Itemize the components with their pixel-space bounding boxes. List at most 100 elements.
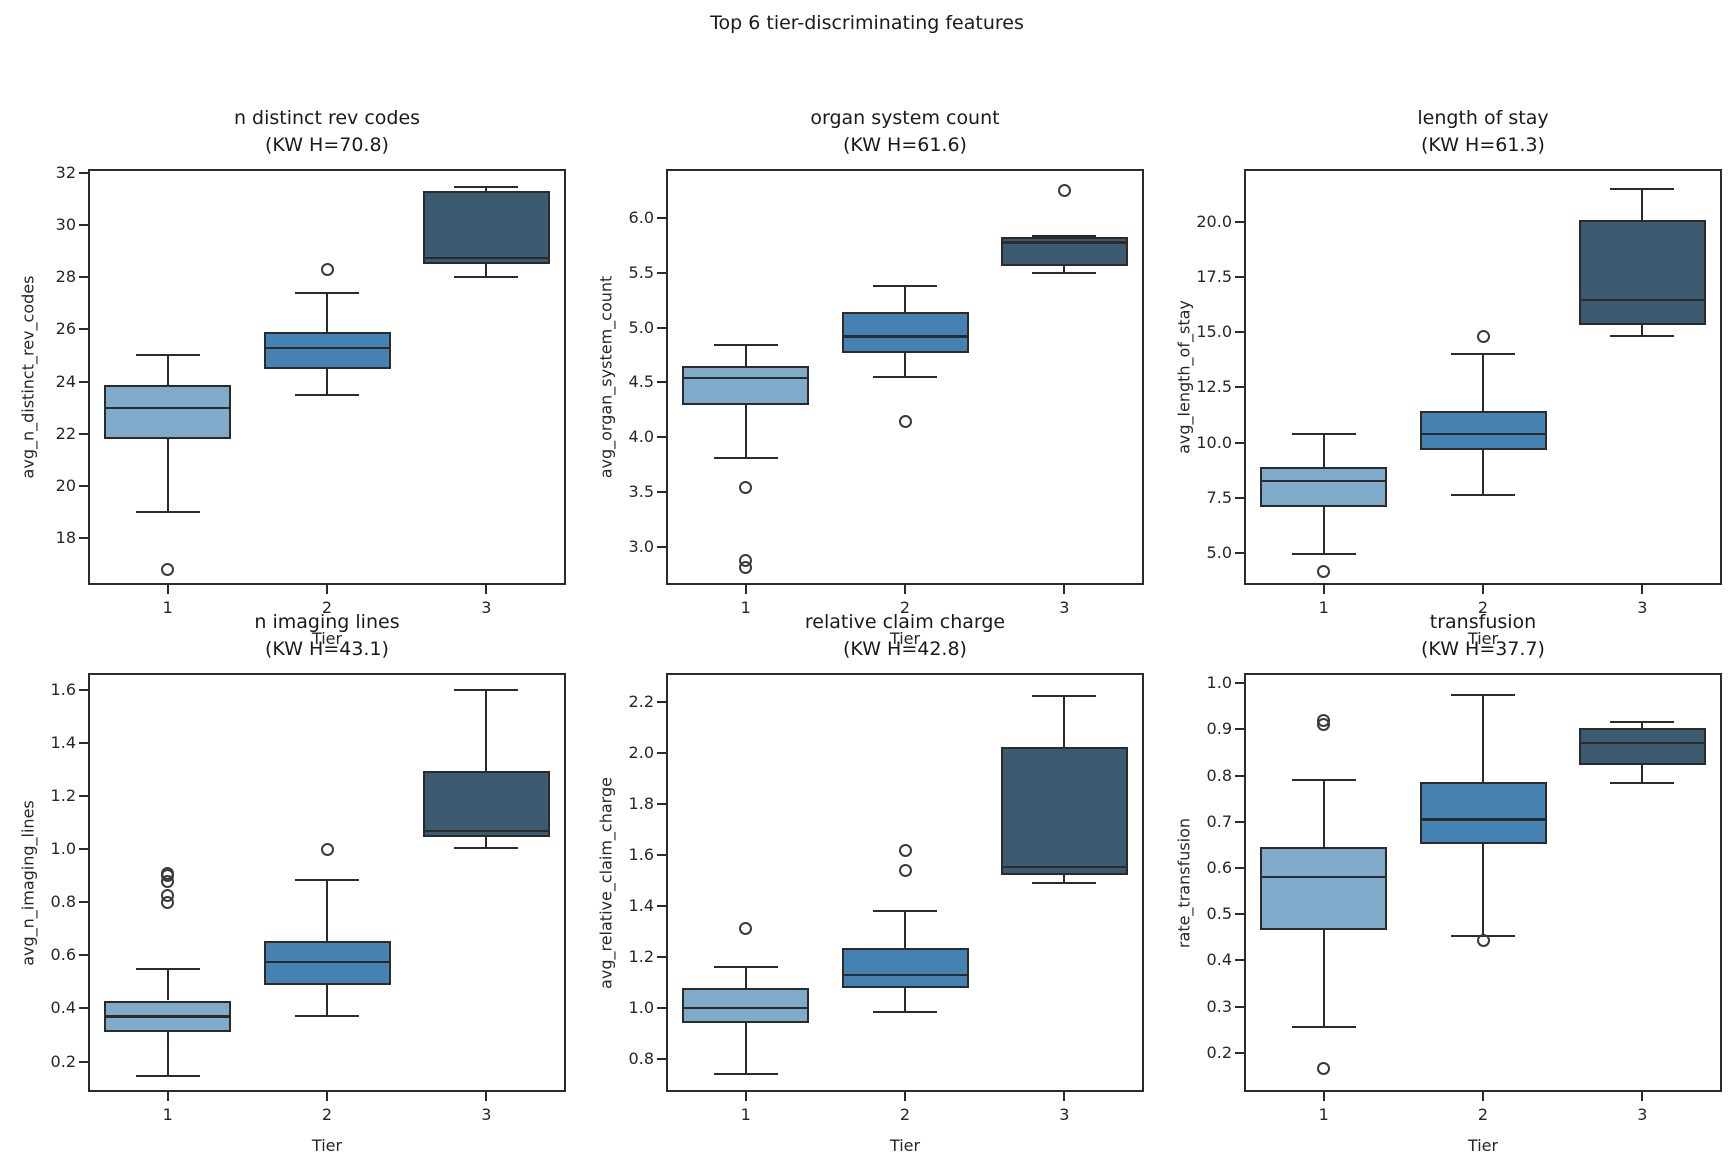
whisker-cap-lower <box>1032 882 1097 885</box>
subplot-title-line1: relative claim charge <box>804 611 1006 633</box>
median-line <box>1421 432 1545 435</box>
y-tick-mark <box>657 956 666 958</box>
outlier-point <box>1317 565 1331 579</box>
y-tick-label: 0.8 <box>1206 765 1232 785</box>
y-tick-mark <box>657 905 666 908</box>
box-tier-1 <box>104 385 232 439</box>
median-line <box>1002 865 1126 868</box>
y-tick-mark <box>1235 220 1244 223</box>
subplot-title-line2: (KW H=61.3) <box>1421 134 1545 156</box>
x-tick-mark <box>326 585 328 594</box>
whisker-upper <box>326 879 328 941</box>
whisker-upper <box>166 355 169 386</box>
whisker-upper <box>166 968 169 1001</box>
outlier-point <box>1057 184 1071 198</box>
y-tick-mark <box>79 795 88 798</box>
y-tick-mark <box>1235 820 1244 823</box>
median-line <box>1421 818 1545 821</box>
whisker-cap-upper <box>1610 187 1675 190</box>
median-line <box>106 406 230 409</box>
whisker-lower <box>904 987 906 1012</box>
whisker-cap-lower <box>1032 272 1097 274</box>
whisker-lower <box>485 837 488 848</box>
median-line <box>424 829 548 832</box>
median-line <box>684 1006 808 1010</box>
y-tick-label: 0.2 <box>1206 1042 1232 1062</box>
y-tick-mark <box>657 381 666 384</box>
x-tick-label: 2 <box>321 1105 333 1124</box>
y-tick-label: 7.5 <box>1206 487 1232 507</box>
outlier-point <box>161 562 175 576</box>
whisker-lower <box>904 352 906 377</box>
y-tick-mark <box>657 436 666 439</box>
whisker-cap-upper <box>713 966 778 969</box>
subplot-title-line2: (KW H=70.8) <box>265 134 389 156</box>
median-line <box>106 1015 230 1018</box>
whisker-upper <box>1641 721 1644 728</box>
whisker-lower <box>1063 875 1066 884</box>
box-tier-1 <box>682 366 810 406</box>
y-tick-label: 1.4 <box>50 733 76 753</box>
whisker-cap-upper <box>1610 720 1675 723</box>
y-tick-label: 0.9 <box>1206 719 1232 739</box>
outlier-point <box>1317 713 1331 727</box>
y-tick-label: 1.0 <box>628 997 654 1017</box>
y-tick-label: 0.6 <box>50 945 76 965</box>
whisker-cap-upper <box>1032 694 1097 697</box>
x-tick-mark <box>744 585 747 594</box>
x-tick-mark <box>1482 1092 1484 1101</box>
whisker-upper <box>744 967 747 988</box>
whisker-cap-upper <box>1451 353 1515 356</box>
y-tick-label: 32 <box>55 162 76 182</box>
y-tick-mark <box>79 742 88 745</box>
y-tick-label: 2.0 <box>628 743 654 763</box>
subplot-title-n-distinct-rev-codes: n distinct rev codes (KW H=70.8) <box>88 105 566 159</box>
outlier-point <box>739 554 753 568</box>
whisker-upper <box>1482 694 1484 783</box>
subplot-title-line1: n imaging lines <box>254 611 400 633</box>
outlier-point <box>161 889 175 903</box>
x-tick-label: 1 <box>162 598 173 617</box>
x-tick-label: 2 <box>1477 598 1489 617</box>
y-tick-label: 3.0 <box>628 536 654 556</box>
y-tick-mark <box>657 545 666 548</box>
x-tick-mark <box>904 1092 906 1101</box>
subplot-title-line2: (KW H=37.7) <box>1421 638 1545 660</box>
median-line <box>843 335 967 338</box>
whisker-cap-upper <box>135 967 200 970</box>
whisker-cap-upper <box>295 878 359 881</box>
y-tick-label: 5.5 <box>628 263 654 282</box>
x-tick-mark <box>1322 585 1325 594</box>
y-tick-mark <box>1235 774 1244 777</box>
outlier-point <box>1317 1062 1331 1076</box>
y-tick-label: 0.2 <box>50 1051 76 1071</box>
outlier-point <box>1476 330 1490 344</box>
y-tick-mark <box>79 954 88 957</box>
y-tick-mark <box>657 272 666 274</box>
whisker-lower <box>326 368 328 395</box>
whisker-cap-lower <box>713 457 778 459</box>
y-tick-mark <box>79 901 88 904</box>
y-tick-label: 1.8 <box>628 794 654 814</box>
y-tick-label: 10.0 <box>1196 432 1232 452</box>
y-tick-mark <box>1235 496 1244 499</box>
median-line <box>265 961 389 964</box>
y-tick-label: 1.2 <box>50 786 76 806</box>
x-tick-mark <box>326 1092 328 1101</box>
whisker-upper <box>1063 695 1066 747</box>
figure-suptitle: Top 6 tier-discriminating features <box>710 12 1024 34</box>
y-tick-mark <box>1235 682 1244 685</box>
x-tick-label: 3 <box>481 1105 492 1124</box>
box-tier-3 <box>1000 746 1128 876</box>
y-tick-label: 0.4 <box>50 998 76 1018</box>
y-tick-mark <box>79 1007 88 1010</box>
whisker-cap-lower <box>454 276 519 279</box>
whisker-lower <box>1322 506 1325 555</box>
whisker-cap-upper <box>1291 779 1356 782</box>
whisker-cap-upper <box>1451 693 1515 696</box>
x-axis-label-n-distinct-rev-codes: Tier <box>311 629 343 648</box>
median-line <box>1262 876 1386 879</box>
subplot-title-line1: length of stay <box>1417 107 1549 129</box>
y-tick-label: 0.5 <box>1206 904 1232 924</box>
outlier-point <box>739 481 753 495</box>
